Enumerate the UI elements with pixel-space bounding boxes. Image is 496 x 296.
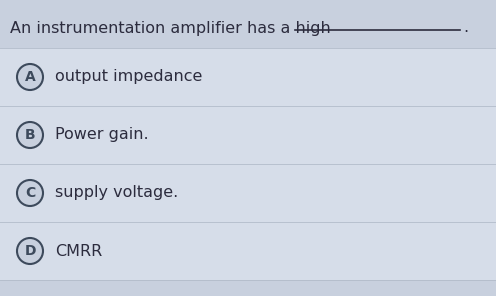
FancyBboxPatch shape	[0, 106, 496, 164]
FancyBboxPatch shape	[0, 222, 496, 280]
FancyBboxPatch shape	[0, 0, 496, 48]
Text: B: B	[25, 128, 35, 142]
Text: C: C	[25, 186, 35, 200]
Circle shape	[17, 64, 43, 90]
Circle shape	[17, 180, 43, 206]
Text: CMRR: CMRR	[55, 244, 102, 258]
Text: output impedance: output impedance	[55, 70, 202, 84]
Text: A: A	[25, 70, 35, 84]
FancyBboxPatch shape	[0, 48, 496, 106]
FancyBboxPatch shape	[0, 164, 496, 222]
Text: Power gain.: Power gain.	[55, 128, 149, 142]
Circle shape	[17, 238, 43, 264]
Text: supply voltage.: supply voltage.	[55, 186, 178, 200]
Circle shape	[17, 122, 43, 148]
Text: D: D	[24, 244, 36, 258]
Text: .: .	[463, 20, 468, 36]
Text: An instrumentation amplifier has a high: An instrumentation amplifier has a high	[10, 20, 331, 36]
